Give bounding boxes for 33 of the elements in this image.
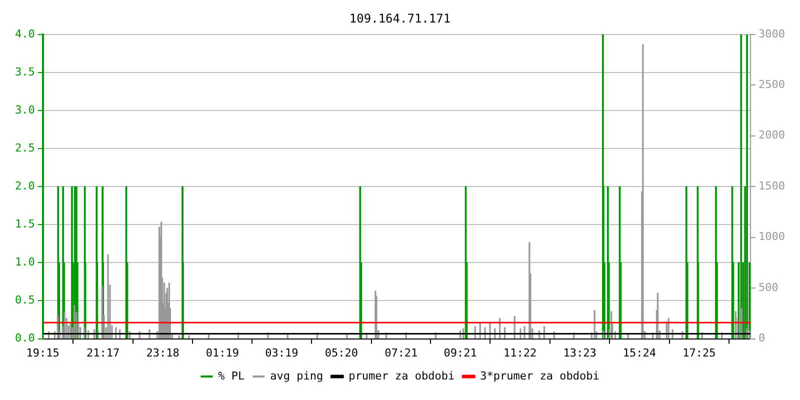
y-tick-label: 3.0 bbox=[14, 103, 35, 116]
x-tick-label: 13:23 bbox=[563, 346, 596, 360]
x-tick-label: 03:19 bbox=[265, 346, 298, 360]
y2-tick-label: 3000 bbox=[758, 27, 786, 40]
x-tick-label: 01:19 bbox=[206, 346, 240, 360]
x-tick-label: 17:25 bbox=[682, 346, 716, 360]
x-tick-label: 11:22 bbox=[503, 346, 537, 360]
legend-label: 3*prumer za obdobi bbox=[480, 369, 600, 382]
x-tick-label: 09:21 bbox=[444, 346, 477, 360]
x-tick-label: 07:21 bbox=[384, 346, 418, 360]
y2-tick-label: 500 bbox=[758, 280, 778, 294]
y-tick-label: 3.5 bbox=[14, 65, 35, 78]
y-tick-label: 0.5 bbox=[14, 294, 35, 307]
y2-tick-label: 0 bbox=[758, 332, 766, 345]
legend-label: % PL bbox=[218, 369, 246, 382]
x-tick-label: 23:18 bbox=[146, 346, 180, 360]
y-tick-label: 1.5 bbox=[14, 218, 35, 231]
chart-title: 109.164.71.171 bbox=[349, 11, 451, 26]
legend-label: prumer za obdobi bbox=[348, 369, 455, 382]
y-tick-label: 0.0 bbox=[14, 332, 35, 345]
legend-label: avg ping bbox=[270, 369, 324, 382]
y2-tick-label: 2000 bbox=[758, 128, 786, 142]
x-tick-label: 21:17 bbox=[86, 346, 120, 360]
y-tick-label: 4.0 bbox=[14, 27, 35, 40]
y-tick-label: 1.0 bbox=[14, 256, 35, 269]
y2-tick-label: 1500 bbox=[758, 179, 786, 192]
x-tick-label: 05:20 bbox=[324, 346, 358, 360]
x-tick-label: 15:24 bbox=[622, 346, 656, 360]
y2-tick-label: 1000 bbox=[758, 230, 786, 244]
y-tick-label: 2.5 bbox=[14, 141, 35, 154]
x-tick-label: 19:15 bbox=[26, 346, 60, 360]
y-tick-label: 2.0 bbox=[14, 179, 35, 192]
y2-tick-label: 2500 bbox=[758, 78, 786, 91]
